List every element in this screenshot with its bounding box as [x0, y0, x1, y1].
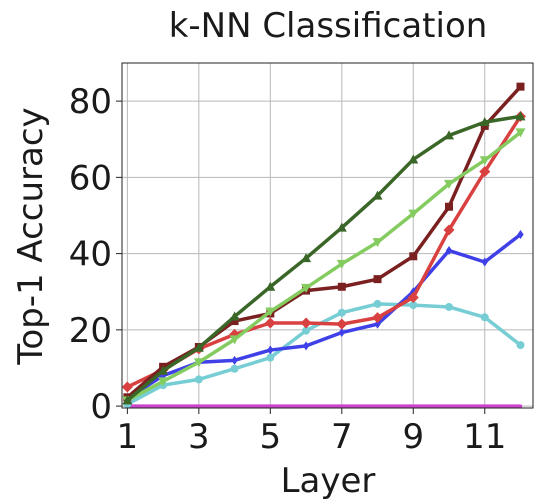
- data-point: [121, 381, 133, 393]
- data-point: [515, 111, 526, 121]
- x-tick-label: 5: [259, 417, 281, 457]
- data-point: [229, 311, 240, 321]
- series-line-3: [125, 114, 523, 389]
- data-point: [445, 202, 454, 211]
- y-tick-label: 60: [69, 158, 112, 198]
- plot-area: [121, 82, 526, 409]
- x-tick-label: 7: [331, 417, 353, 457]
- data-point: [158, 365, 169, 375]
- data-point: [230, 364, 239, 373]
- data-point: [301, 253, 312, 263]
- data-point: [193, 358, 204, 368]
- data-point: [479, 156, 490, 166]
- data-point: [445, 302, 454, 311]
- data-point: [479, 166, 491, 178]
- data-point: [444, 179, 455, 189]
- data-point: [302, 326, 311, 335]
- data-point: [265, 281, 276, 291]
- x-tick-label: 3: [188, 417, 210, 457]
- data-point: [373, 275, 382, 284]
- data-point: [193, 342, 204, 352]
- x-tick-label: 9: [402, 417, 424, 457]
- data-point: [267, 345, 274, 355]
- data-point: [407, 291, 419, 303]
- data-point: [517, 230, 524, 240]
- y-axis-label: Top-1 Accuracy: [11, 107, 51, 365]
- data-point: [301, 283, 312, 293]
- series-line-2: [125, 232, 523, 401]
- series-6: [122, 111, 526, 405]
- data-point: [516, 82, 525, 91]
- y-tick-label: 0: [90, 387, 112, 427]
- series-line-1: [125, 302, 523, 406]
- data-point: [122, 395, 133, 405]
- data-point: [230, 317, 239, 326]
- y-axis: 0 20 40 60 80: [69, 82, 122, 427]
- data-point: [194, 375, 203, 384]
- data-point: [372, 312, 384, 324]
- data-point: [336, 222, 347, 232]
- data-point: [302, 341, 310, 351]
- data-point: [444, 130, 455, 140]
- y-tick-label: 20: [69, 311, 112, 351]
- x-axis-label: Layer: [281, 461, 376, 501]
- data-point: [408, 209, 419, 219]
- data-point: [443, 224, 455, 236]
- x-axis: 1 3 5 7 9 11: [117, 408, 506, 457]
- data-point: [338, 328, 345, 338]
- x-tick-label: 11: [463, 417, 506, 457]
- data-point: [229, 335, 240, 345]
- data-point: [337, 308, 346, 317]
- data-point: [409, 301, 418, 310]
- data-point: [481, 257, 488, 267]
- data-point: [266, 353, 275, 362]
- data-point: [231, 355, 238, 365]
- data-point: [300, 317, 312, 329]
- y-tick-label: 80: [69, 82, 112, 122]
- data-point: [373, 299, 382, 308]
- x-tick-label: 1: [117, 417, 139, 457]
- series-line-6: [125, 114, 523, 403]
- plot-frame: [121, 62, 534, 409]
- data-point: [408, 154, 419, 164]
- data-point: [372, 190, 383, 200]
- data-point: [516, 341, 525, 350]
- data-point: [265, 307, 276, 317]
- data-point: [445, 246, 453, 256]
- data-point: [336, 318, 348, 330]
- series-line-5: [125, 130, 523, 403]
- chart-title: k-NN Classification: [169, 6, 488, 46]
- data-point: [409, 252, 418, 261]
- data-point: [480, 313, 489, 322]
- y-tick-label: 40: [69, 235, 112, 275]
- data-point: [374, 319, 381, 329]
- data-point: [336, 259, 347, 269]
- data-point: [479, 117, 490, 127]
- data-point: [372, 238, 383, 248]
- series-2: [124, 230, 524, 403]
- data-point: [515, 128, 526, 138]
- data-point: [337, 282, 346, 291]
- data-point: [158, 377, 169, 387]
- series-5: [122, 128, 526, 406]
- series-3: [121, 110, 526, 393]
- data-point: [264, 317, 276, 329]
